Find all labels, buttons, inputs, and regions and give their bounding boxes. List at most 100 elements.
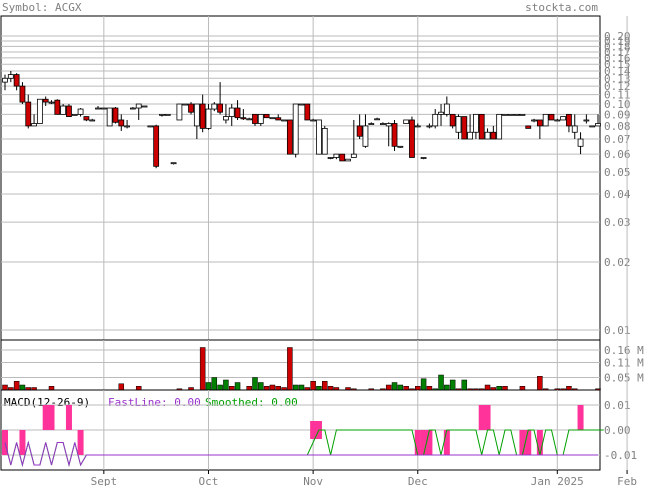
candle-body xyxy=(432,113,439,127)
volume-bar xyxy=(461,379,468,391)
macd-tick-label: 0.00 xyxy=(604,424,631,437)
volume-bar xyxy=(217,384,223,391)
volume-bar xyxy=(287,347,293,391)
candle-body xyxy=(571,125,578,133)
volume-bar xyxy=(19,384,26,391)
price-tick-label: 0.02 xyxy=(604,256,631,269)
macd-histogram-bar xyxy=(536,430,543,455)
candle-body xyxy=(310,119,317,122)
price-tick-label: 0.01 xyxy=(604,324,631,337)
volume-bar xyxy=(415,386,421,391)
price-tick-label: 0.19 xyxy=(604,35,631,48)
candle-body xyxy=(7,74,14,79)
candle-body xyxy=(595,123,601,127)
price-tick-label: 0.08 xyxy=(604,120,631,133)
volume-tick-label: 0.05 M xyxy=(604,372,644,385)
price-tick-label: 0.16 xyxy=(604,52,631,65)
candle-body xyxy=(455,116,462,133)
price-panel: 0.200.190.180.170.160.150.140.130.120.11… xyxy=(0,15,631,341)
volume-bar xyxy=(199,347,206,391)
macd-panel: MACD(12-26-9) FastLine: 0.00 Smoothed: 0… xyxy=(0,389,637,471)
candle-body xyxy=(478,113,485,140)
candle-body xyxy=(304,103,311,121)
volume-bar xyxy=(391,382,398,391)
volume-bar xyxy=(223,379,229,391)
macd-histogram-bar xyxy=(484,405,491,430)
price-tick-label: 0.03 xyxy=(604,216,631,229)
candle-body xyxy=(316,119,322,155)
volume-bar xyxy=(496,386,502,391)
macd-histogram-bar xyxy=(77,430,84,455)
volume-bar xyxy=(322,381,328,391)
candle-body xyxy=(71,113,78,116)
candle-body xyxy=(159,113,165,116)
candle-body xyxy=(321,128,328,155)
candle-body xyxy=(409,119,415,158)
candle-body xyxy=(356,125,363,137)
candle-body xyxy=(275,117,282,121)
candle-body xyxy=(345,158,351,162)
symbol-label: Symbol: ACGX xyxy=(2,1,82,14)
candle-body xyxy=(391,123,398,147)
candle-body xyxy=(89,119,96,122)
macd-histogram-bar xyxy=(443,430,450,455)
candle-body xyxy=(13,74,20,87)
candle-body xyxy=(286,119,293,155)
candle-body xyxy=(269,117,276,120)
volume-bar xyxy=(211,377,218,391)
macd-histogram-bar xyxy=(519,430,526,455)
macd-smoothed-label: Smoothed: 0.00 xyxy=(205,396,298,409)
volume-bar xyxy=(519,386,526,391)
candle-body xyxy=(42,98,49,103)
candle-body xyxy=(496,113,503,140)
volume-bar xyxy=(403,386,409,391)
candle-body xyxy=(135,103,142,109)
price-tick-label: 0.06 xyxy=(604,148,631,161)
volume-bar xyxy=(397,384,404,391)
candle-body xyxy=(2,77,8,83)
candle-body xyxy=(403,119,410,124)
candle-body xyxy=(31,123,37,127)
macd-histogram-bar xyxy=(48,405,55,430)
volume-bar xyxy=(438,374,444,391)
candle-body xyxy=(368,123,375,125)
candle-body xyxy=(420,157,427,159)
volume-bar xyxy=(205,382,212,391)
price-tick-label: 0.09 xyxy=(604,108,631,121)
candle-body xyxy=(467,131,473,140)
candle-body xyxy=(25,101,32,127)
candle-body xyxy=(263,113,270,119)
candle-body xyxy=(54,99,61,115)
macd-histogram-bar xyxy=(65,405,72,430)
candle-body xyxy=(525,125,532,129)
x-tick-label: Nov xyxy=(303,475,323,486)
macd-fast-line xyxy=(4,440,598,467)
macd-tick-label: 0.01 xyxy=(604,399,631,412)
volume-bar xyxy=(537,376,543,391)
candle-body xyxy=(292,103,299,155)
price-tick-label: 0.10 xyxy=(604,98,631,111)
candle-body xyxy=(240,117,247,120)
candle-body xyxy=(112,107,119,123)
volume-bar xyxy=(135,386,142,391)
volume-bar xyxy=(48,386,55,391)
candle-body xyxy=(473,113,479,133)
candle-body xyxy=(141,105,148,108)
candle-body xyxy=(176,103,183,121)
volume-bar xyxy=(275,386,281,391)
candle-body xyxy=(228,107,235,117)
candle-body xyxy=(298,103,305,106)
candle-body xyxy=(362,125,369,147)
candle-body xyxy=(513,113,520,116)
candle-body xyxy=(502,113,508,116)
candle-body xyxy=(443,103,450,115)
candle-body xyxy=(223,116,229,121)
macd-histogram-bar xyxy=(577,405,584,430)
x-tick-label: Oct xyxy=(199,475,219,486)
candle-body xyxy=(490,131,497,140)
candle-body xyxy=(170,162,177,165)
candle-body xyxy=(164,113,171,116)
candle-body xyxy=(147,125,154,128)
volume-bar xyxy=(566,386,572,391)
